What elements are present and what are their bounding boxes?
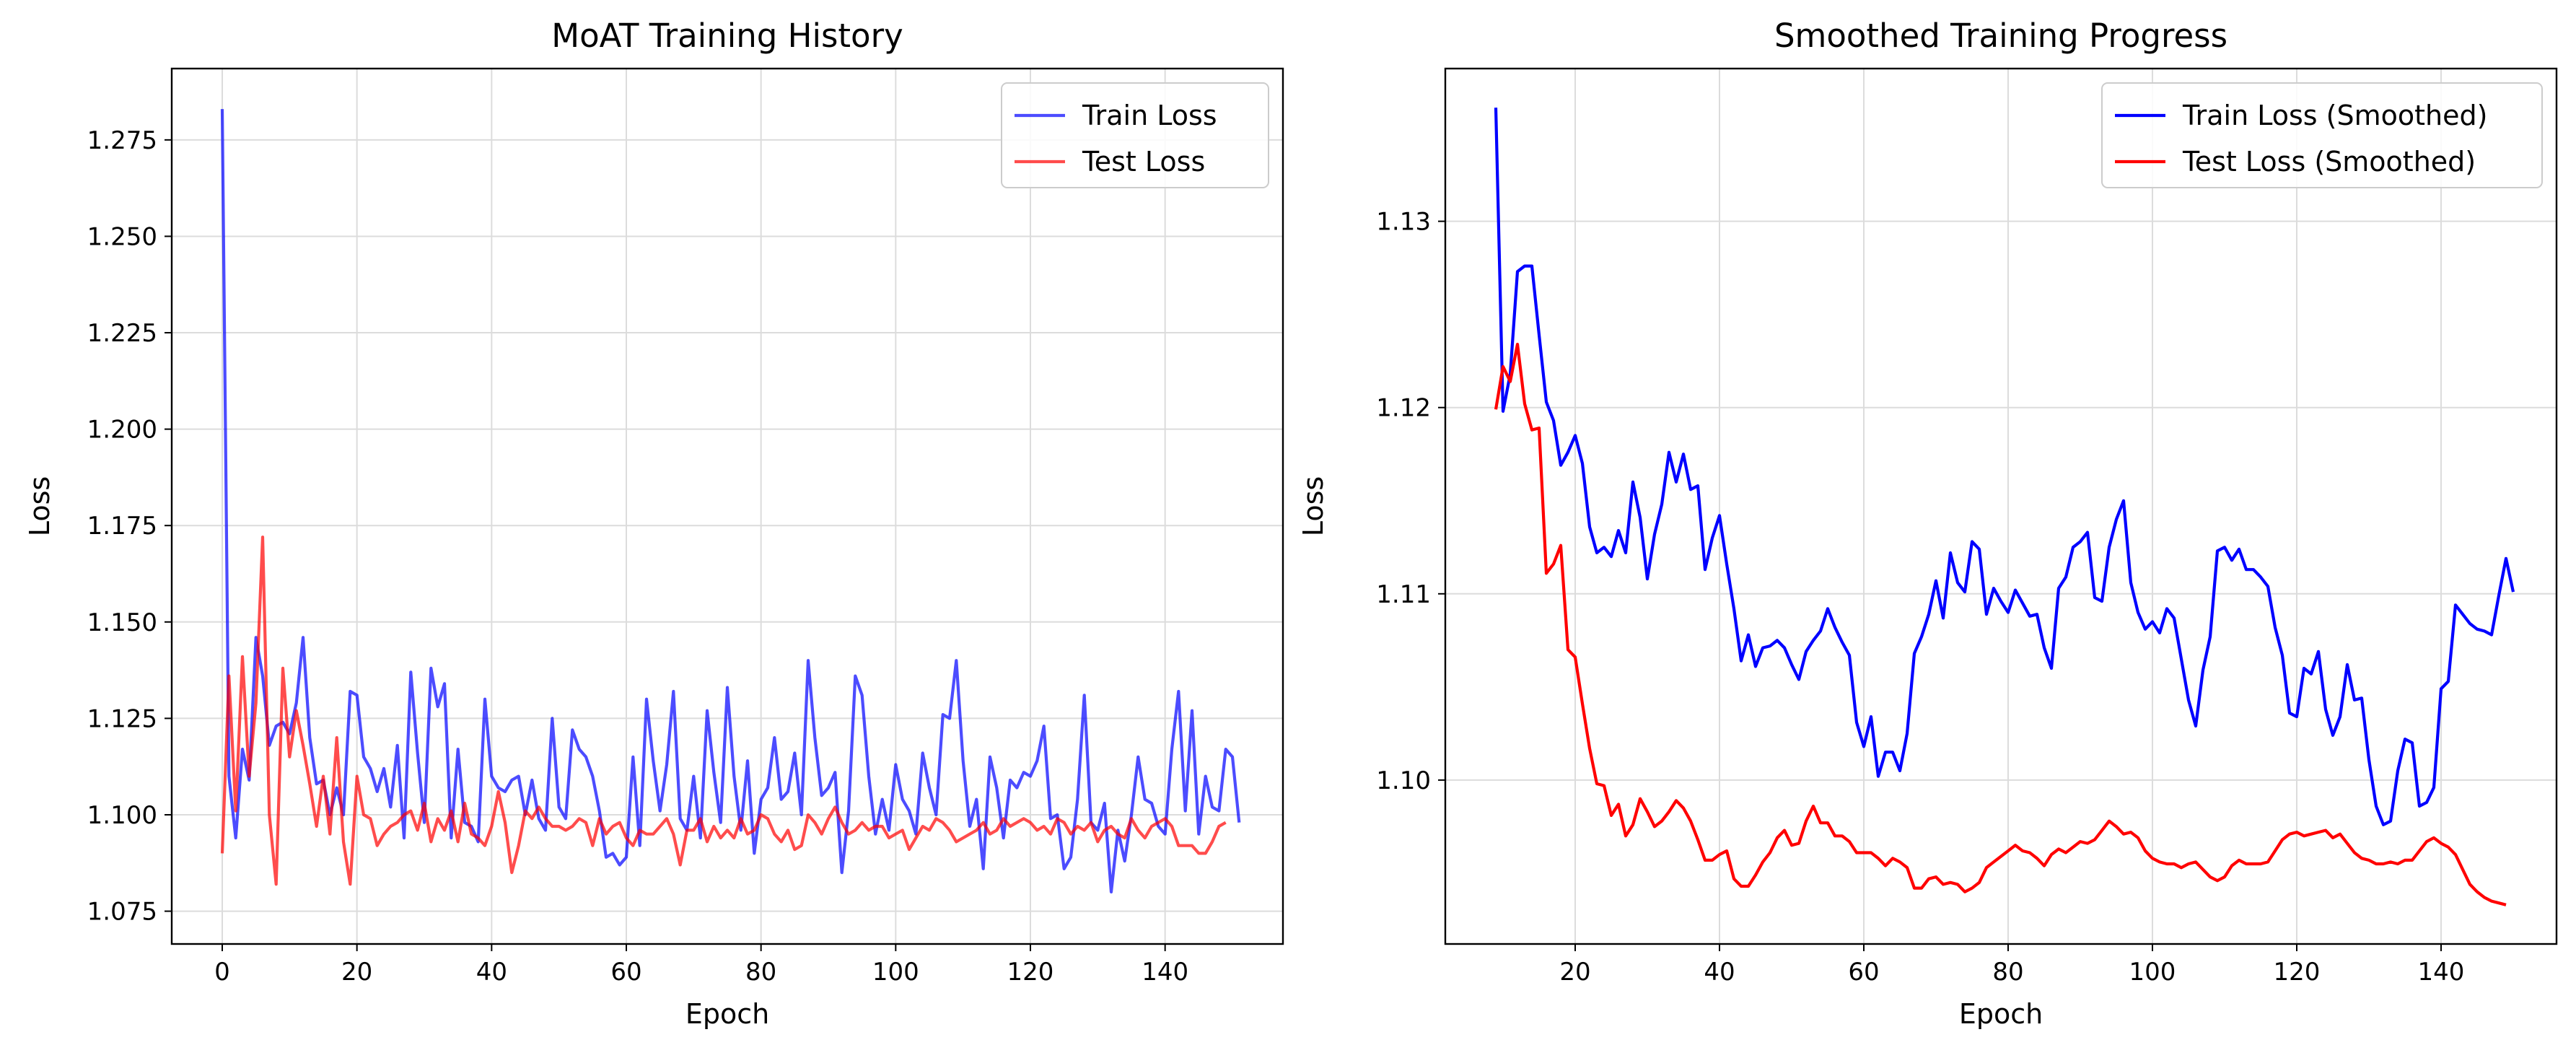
y-tick-label: 1.075 — [87, 898, 157, 927]
chart-title: Smoothed Training Progress — [1774, 17, 2227, 55]
y-tick-label: 1.200 — [87, 416, 157, 445]
x-tick-label: 140 — [1142, 958, 1188, 987]
series-line-train-loss-smoothed — [1494, 108, 2515, 826]
x-tick-label: 100 — [2129, 958, 2176, 987]
y-tick-label: 1.10 — [1376, 766, 1431, 795]
legend-label: Train Loss (Smoothed) — [2182, 100, 2487, 131]
series-group — [1494, 108, 2515, 906]
plot-frame — [170, 67, 1284, 945]
legend: Train Loss (Smoothed) Test Loss (Smoothed… — [2101, 82, 2543, 188]
series-group — [220, 109, 1241, 894]
x-tick-label: 40 — [1704, 958, 1735, 987]
x-tick-label: 100 — [872, 958, 919, 987]
x-tick-label: 0 — [214, 958, 230, 987]
series-line-train-loss — [220, 109, 1241, 894]
y-axis-label: Loss — [1297, 476, 1329, 536]
x-tick-label: 60 — [610, 958, 641, 987]
y-tick-label: 1.225 — [87, 319, 157, 348]
legend-label: Train Loss — [1082, 100, 1217, 131]
gridlines — [1445, 69, 2557, 944]
y-tick-label: 1.125 — [87, 704, 157, 733]
legend: Train Loss Test Loss — [1001, 82, 1269, 188]
plot-frame — [1444, 67, 2558, 945]
legend-box — [1001, 82, 1269, 188]
x-axis-label: Epoch — [685, 998, 769, 1030]
y-tick-label: 1.11 — [1376, 580, 1431, 609]
x-tick-label: 120 — [2274, 958, 2321, 987]
y-tick-label: 1.13 — [1376, 208, 1431, 237]
x-tick-label: 20 — [341, 958, 372, 987]
y-tick-label: 1.175 — [87, 512, 157, 541]
y-tick-label: 1.250 — [87, 222, 157, 251]
legend-box — [2101, 82, 2543, 188]
x-tick-label: 80 — [1992, 958, 2023, 987]
x-axis-label: Epoch — [1959, 998, 2043, 1030]
legend-label: Test Loss — [1082, 146, 1205, 178]
x-tick-label: 80 — [745, 958, 776, 987]
x-tick-label: 40 — [476, 958, 507, 987]
y-tick-label: 1.150 — [87, 608, 157, 637]
y-tick-label: 1.12 — [1376, 394, 1431, 423]
x-tick-label: 140 — [2418, 958, 2465, 987]
y-tick-label: 1.275 — [87, 126, 157, 155]
x-tick-label: 20 — [1559, 958, 1590, 987]
y-tick-label: 1.100 — [87, 801, 157, 830]
chart-2: 20 40 60 80 100 120 140 1.10 1.11 1.12 1.13 Smoothe… — [1297, 17, 2558, 1030]
chart-1: 0 20 40 60 80 100 120 140 1.075 1.100 1.125 1.150 1.… — [24, 17, 1284, 1030]
gridlines — [172, 69, 1283, 944]
legend-label: Test Loss (Smoothed) — [2182, 146, 2476, 178]
series-line-test-loss-smoothed — [1494, 342, 2507, 906]
chart-title: MoAT Training History — [551, 17, 903, 55]
x-tick-label: 120 — [1007, 958, 1054, 987]
series-line-test-loss — [220, 535, 1227, 886]
y-axis-label: Loss — [24, 476, 56, 536]
x-tick-label: 60 — [1848, 958, 1879, 987]
